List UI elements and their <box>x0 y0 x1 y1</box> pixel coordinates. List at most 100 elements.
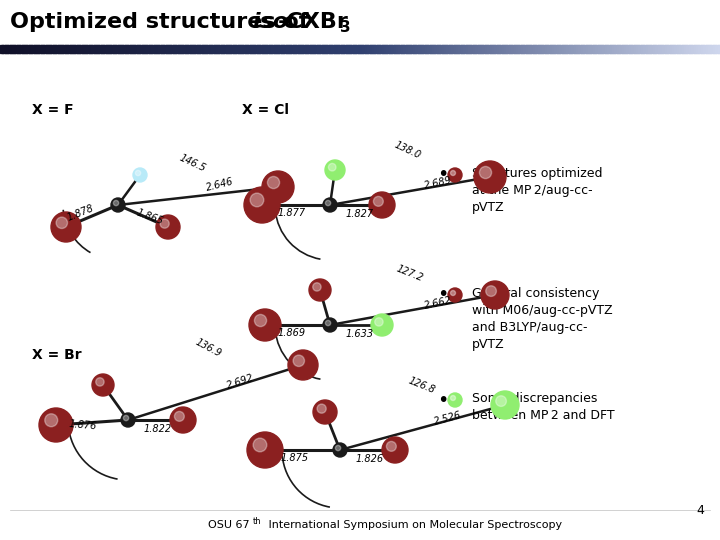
Bar <box>89 45 92 53</box>
Text: 1.877: 1.877 <box>278 208 306 218</box>
Bar <box>0 45 4 53</box>
Bar <box>706 45 709 53</box>
Text: 3: 3 <box>340 19 351 35</box>
Bar <box>9 45 13 53</box>
Circle shape <box>135 171 140 176</box>
Bar <box>194 45 198 53</box>
Bar <box>559 45 562 53</box>
Bar <box>266 45 270 53</box>
Circle shape <box>336 446 341 451</box>
Bar <box>377 45 380 53</box>
Bar <box>310 45 313 53</box>
Bar <box>178 45 181 53</box>
Circle shape <box>448 393 462 407</box>
Bar <box>360 45 364 53</box>
Bar <box>153 45 157 53</box>
Circle shape <box>333 443 347 457</box>
Circle shape <box>288 350 318 380</box>
Bar <box>434 45 438 53</box>
Bar <box>427 45 431 53</box>
Bar <box>670 45 673 53</box>
Bar <box>254 45 258 53</box>
Bar <box>636 45 639 53</box>
Bar <box>108 45 112 53</box>
Bar <box>718 45 720 53</box>
Bar <box>516 45 519 53</box>
Bar <box>120 45 123 53</box>
Bar <box>463 45 467 53</box>
Bar <box>569 45 572 53</box>
Bar <box>535 45 539 53</box>
Bar <box>504 45 508 53</box>
Text: OSU 67: OSU 67 <box>208 520 250 530</box>
Bar <box>432 45 436 53</box>
Bar <box>698 45 702 53</box>
Circle shape <box>382 437 408 463</box>
Bar <box>343 45 346 53</box>
Bar <box>682 45 685 53</box>
Bar <box>346 45 349 53</box>
Circle shape <box>45 414 58 427</box>
Bar <box>180 45 184 53</box>
Bar <box>192 45 195 53</box>
Bar <box>533 45 536 53</box>
Bar <box>276 45 279 53</box>
Bar <box>468 45 472 53</box>
Bar <box>403 45 407 53</box>
Bar <box>456 45 459 53</box>
Circle shape <box>474 161 506 193</box>
Bar <box>228 45 231 53</box>
Text: X = F: X = F <box>32 103 73 117</box>
Bar <box>331 45 335 53</box>
Bar <box>329 45 332 53</box>
Circle shape <box>309 279 331 301</box>
Bar <box>470 45 474 53</box>
Circle shape <box>481 281 509 309</box>
Bar <box>264 45 267 53</box>
Bar <box>562 45 565 53</box>
Bar <box>135 45 138 53</box>
Bar <box>430 45 433 53</box>
Bar <box>19 45 22 53</box>
Bar <box>567 45 570 53</box>
Bar <box>437 45 440 53</box>
Circle shape <box>253 438 267 452</box>
Circle shape <box>317 404 326 413</box>
Bar <box>711 45 714 53</box>
Bar <box>662 45 666 53</box>
Bar <box>290 45 294 53</box>
Bar <box>142 45 145 53</box>
Bar <box>703 45 706 53</box>
Bar <box>485 45 488 53</box>
Bar <box>351 45 354 53</box>
Bar <box>713 45 716 53</box>
Bar <box>333 45 337 53</box>
Bar <box>358 45 361 53</box>
Bar <box>185 45 188 53</box>
Bar <box>420 45 423 53</box>
Bar <box>475 45 479 53</box>
Bar <box>545 45 548 53</box>
Bar <box>617 45 620 53</box>
Bar <box>593 45 596 53</box>
Bar <box>691 45 695 53</box>
Bar <box>684 45 688 53</box>
Bar <box>459 45 462 53</box>
Text: 1.827: 1.827 <box>346 209 374 219</box>
Bar <box>94 45 97 53</box>
Bar <box>646 45 649 53</box>
Bar <box>223 45 227 53</box>
Circle shape <box>51 212 81 242</box>
Text: Structures optimized
at the MP 2/aug-cc-
pVTZ: Structures optimized at the MP 2/aug-cc-… <box>472 167 603 214</box>
Bar <box>624 45 627 53</box>
Text: 138.0: 138.0 <box>393 139 423 160</box>
Bar <box>557 45 560 53</box>
Bar <box>708 45 711 53</box>
Bar <box>531 45 534 53</box>
Bar <box>230 45 234 53</box>
Circle shape <box>325 200 330 206</box>
Bar <box>495 45 498 53</box>
Text: •: • <box>437 390 449 409</box>
Bar <box>286 45 289 53</box>
Bar <box>72 45 76 53</box>
